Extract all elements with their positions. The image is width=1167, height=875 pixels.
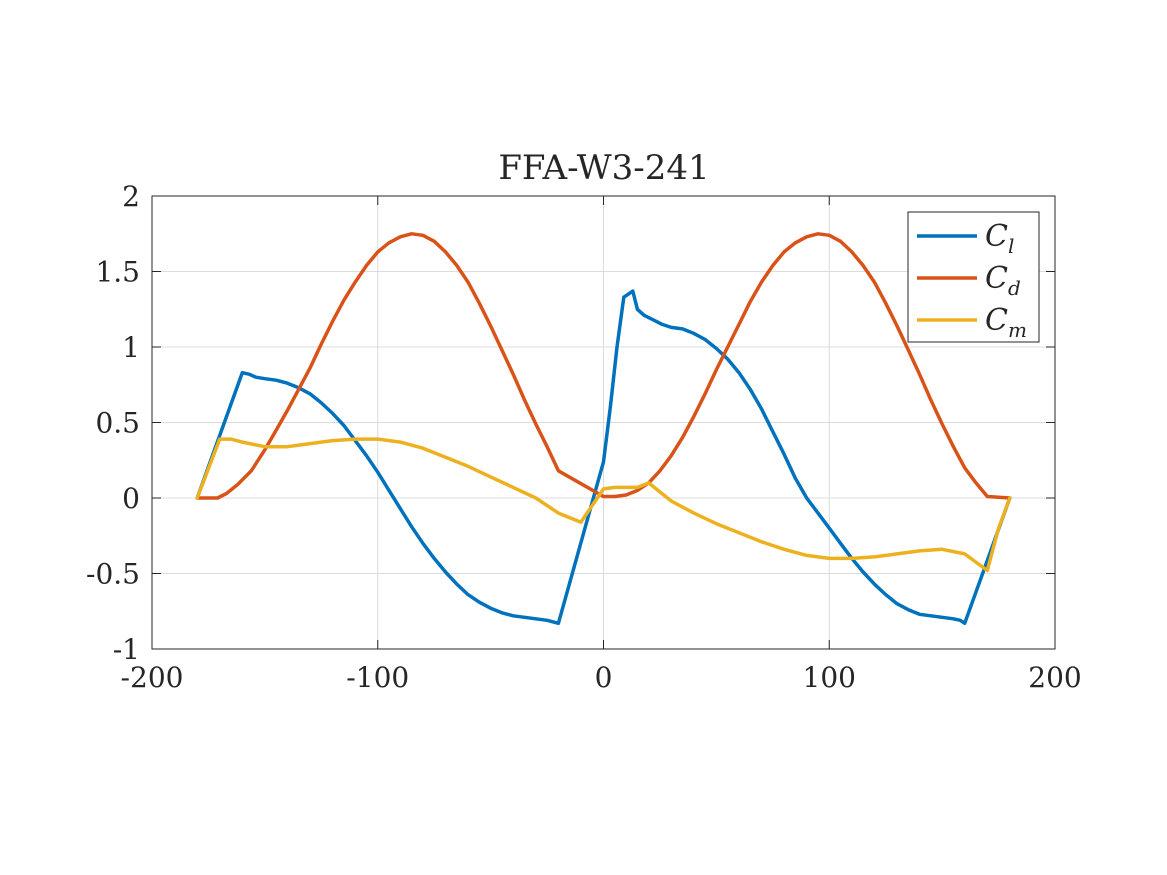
series-line-m	[195, 437, 1012, 573]
legend-symbol: C	[985, 261, 1008, 296]
x-tick-label: 200	[1028, 661, 1081, 694]
legend-subscript: d	[1008, 276, 1021, 300]
x-tick-label: -100	[346, 661, 409, 694]
series-line-d	[195, 232, 1012, 500]
legend-entry-d: Cd	[985, 261, 1021, 300]
legend-entry-m: Cm	[985, 303, 1027, 342]
y-tick-label: -0.5	[86, 558, 140, 591]
x-tick-label: -200	[121, 661, 184, 694]
y-tick-label: 1	[122, 331, 140, 364]
legend-symbol: C	[985, 303, 1008, 338]
axis-ticks: -200 -100 0 100 200 -1 -0.5 0 0.5 1 1.5 2	[86, 180, 1082, 694]
series-line-l	[195, 289, 1012, 626]
y-tick-label: 0.5	[95, 407, 140, 440]
x-tick-label: 0	[595, 661, 613, 694]
legend-subscript: m	[1008, 318, 1027, 342]
y-tick-label: 1.5	[95, 256, 140, 289]
chart-title: FFA-W3-241	[498, 148, 709, 188]
y-tick-label: 2	[122, 180, 140, 213]
y-tick-label: -1	[113, 633, 140, 666]
legend-symbol: C	[985, 219, 1008, 254]
legend-subscript: l	[1008, 234, 1014, 258]
y-tick-label: 0	[122, 482, 140, 515]
x-tick-label: 100	[803, 661, 856, 694]
legend-entry-l: Cl	[985, 219, 1014, 258]
series-lines	[195, 232, 1012, 626]
